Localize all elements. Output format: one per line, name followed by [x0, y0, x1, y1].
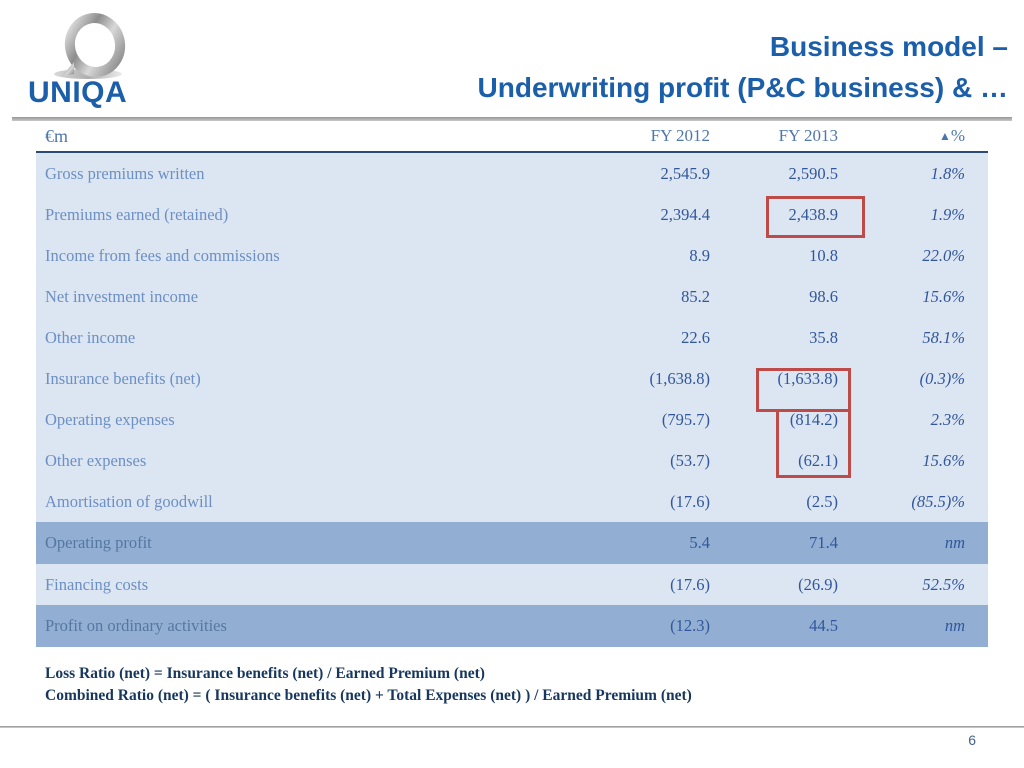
delta-value: (0.3)% — [919, 368, 965, 388]
delta-value: 2.3% — [930, 409, 965, 429]
delta-value: (85.5)% — [911, 491, 965, 511]
fy2012-value: (1,638.8) — [649, 368, 711, 388]
table-row: Insurance benefits (net) (1,638.8) (1,633.… — [36, 358, 988, 399]
fy2012-value: (53.7) — [670, 450, 710, 470]
fy2012-value: 5.4 — [689, 533, 710, 552]
delta-value: 1.9% — [930, 204, 965, 224]
table-row: Amortisation of goodwill (17.6) (2.5) (85.5… — [36, 481, 988, 522]
header-divider — [12, 117, 1012, 121]
fy2013-value: (814.2) — [789, 409, 838, 429]
delta-value: 58.1% — [922, 327, 965, 347]
table-row: Income from fees and commissions 8.9 10.8 2… — [36, 235, 988, 276]
fy2013-value: (26.9) — [798, 574, 838, 594]
triangle-up-icon: ▲ — [938, 129, 951, 143]
fy2013-value: 2,590.5 — [788, 163, 839, 183]
fy2013-value: (62.1) — [798, 450, 838, 470]
financial-table: €m FY 2012 FY 2013 ▲% Gross premiums wri… — [36, 121, 988, 647]
fy2013-value: 2,438.9 — [788, 204, 839, 224]
footer-divider — [0, 726, 1024, 728]
page-title: Business model – Underwriting profit (P&… — [228, 26, 1008, 108]
column-header-delta: ▲% — [838, 126, 965, 146]
row-label: Other income — [45, 327, 136, 347]
row-label: Other expenses — [45, 450, 147, 470]
fy2013-value: 10.8 — [809, 245, 838, 265]
table-header-underline — [36, 151, 988, 153]
fy2013-value: 44.5 — [809, 616, 838, 635]
highlight-box-insurance-benefits — [756, 368, 851, 412]
table-row: Gross premiums written 2,545.9 2,590.5 1.8% — [36, 153, 988, 194]
table-row: Other expenses (53.7) (62.1) 15.6% — [36, 440, 988, 481]
percent-label: % — [950, 126, 965, 145]
row-label: Operating profit — [45, 533, 152, 552]
table-row: Other income 22.6 35.8 58.1% — [36, 317, 988, 358]
delta-value: 15.6% — [922, 286, 965, 306]
row-label: Operating expenses — [45, 409, 175, 429]
unit-label: €m — [45, 125, 69, 146]
fy2012-value: 22.6 — [681, 327, 710, 347]
title-line-1: Business model – — [769, 31, 1008, 62]
delta-value: 1.8% — [930, 163, 965, 183]
uniqa-ring-icon — [54, 13, 126, 79]
fy2012-value: 85.2 — [681, 286, 710, 306]
row-label: Insurance benefits (net) — [45, 368, 201, 388]
fy2013-value: 35.8 — [809, 327, 838, 347]
table-row: Financing costs (17.6) (26.9) 52.5% — [36, 564, 988, 605]
fy2012-value: (795.7) — [661, 409, 710, 429]
fy2012-value: (12.3) — [670, 616, 710, 635]
fy2012-value: 2,545.9 — [660, 163, 711, 183]
table-row: Profit on ordinary activities (12.3) 44.5 n… — [36, 605, 988, 647]
highlight-box-expenses — [776, 409, 851, 478]
fy2012-value: (17.6) — [670, 574, 710, 594]
title-line-2: Underwriting profit (P&C business) & … — [477, 72, 1008, 103]
page-number: 6 — [968, 732, 976, 748]
table-body: Gross premiums written 2,545.9 2,590.5 1.8%… — [36, 153, 988, 647]
footnotes: Loss Ratio (net) = Insurance benefits (n… — [45, 663, 692, 707]
delta-value: 15.6% — [922, 450, 965, 470]
delta-value: nm — [944, 533, 965, 552]
fy2012-value: 8.9 — [689, 245, 710, 265]
fy2013-value: (1,633.8) — [777, 368, 839, 388]
row-label: Profit on ordinary activities — [45, 616, 227, 635]
delta-value: 52.5% — [922, 574, 965, 594]
table-row: Operating expenses (795.7) (814.2) 2.3% — [36, 399, 988, 440]
row-label: Net investment income — [45, 286, 199, 306]
row-label: Financing costs — [45, 574, 149, 594]
highlight-box-premiums-earned — [766, 196, 865, 238]
table-row: Operating profit 5.4 71.4 nm — [36, 522, 988, 564]
delta-value: nm — [944, 616, 965, 635]
fy2012-value: (17.6) — [670, 491, 710, 511]
row-label: Gross premiums written — [45, 163, 205, 183]
row-label: Premiums earned (retained) — [45, 204, 229, 224]
delta-value: 22.0% — [922, 245, 965, 265]
fy2013-value: (2.5) — [806, 491, 838, 511]
fy2013-value: 71.4 — [809, 533, 838, 552]
column-header-fy2013: FY 2013 — [778, 126, 838, 145]
footnote-combined-ratio: Combined Ratio (net) = ( Insurance benef… — [45, 687, 692, 704]
fy2012-value: 2,394.4 — [660, 204, 711, 224]
table-row: Net investment income 85.2 98.6 15.6% — [36, 276, 988, 317]
row-label: Amortisation of goodwill — [45, 491, 213, 511]
fy2013-value: 98.6 — [809, 286, 838, 306]
table-header-row: €m FY 2012 FY 2013 ▲% — [36, 121, 988, 151]
uniqa-logo: UNIQA — [28, 10, 158, 108]
column-header-fy2012: FY 2012 — [650, 126, 710, 145]
table-row: Premiums earned (retained) 2,394.4 2,438.9… — [36, 194, 988, 235]
logo-wordmark: UNIQA — [28, 76, 128, 109]
footnote-loss-ratio: Loss Ratio (net) = Insurance benefits (n… — [45, 665, 485, 682]
row-label: Income from fees and commissions — [45, 245, 280, 265]
